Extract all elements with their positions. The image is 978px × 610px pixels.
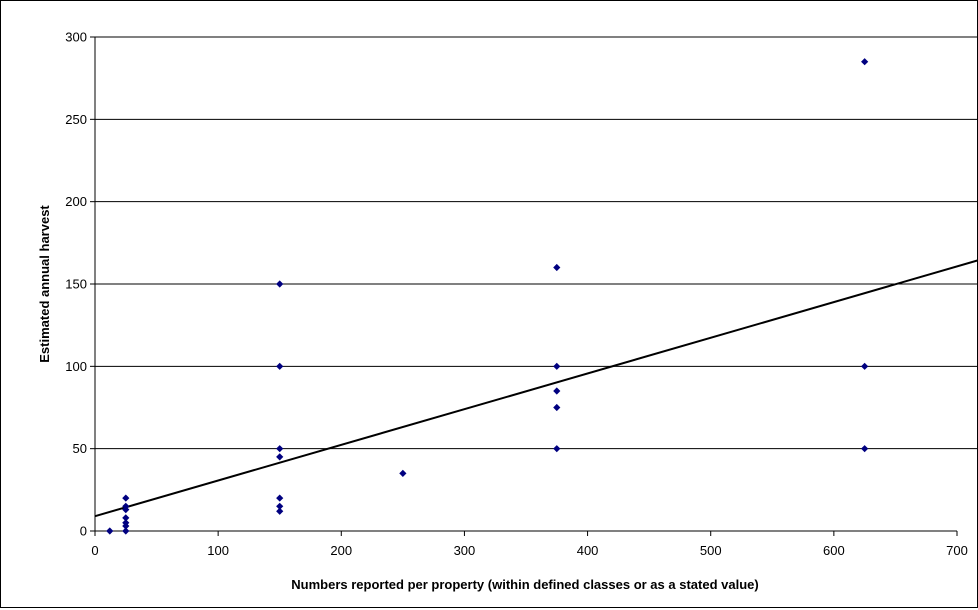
x-tick-label: 0 <box>91 543 98 558</box>
data-point <box>122 527 130 535</box>
trendline <box>94 259 978 518</box>
y-axis-title: Estimated annual harvest <box>37 205 52 363</box>
data-point <box>553 387 561 395</box>
data-point <box>122 494 130 502</box>
data-point <box>553 445 561 453</box>
y-tick-label: 100 <box>65 359 87 374</box>
data-point <box>276 280 284 288</box>
data-point <box>276 494 284 502</box>
data-point <box>122 514 130 522</box>
gridlines <box>95 36 977 450</box>
axes <box>90 36 958 536</box>
data-point <box>276 507 284 515</box>
tick-labels: 0 50 100 150 200 250 300 0 100 200 300 400 500 600 700 <box>65 30 968 559</box>
data-point <box>553 403 561 412</box>
data-points <box>106 58 869 535</box>
x-tick-label: 500 <box>700 543 722 558</box>
y-tick-label: 50 <box>73 441 87 456</box>
x-tick-label: 400 <box>577 543 599 558</box>
data-point <box>553 362 561 370</box>
x-tick-label: 100 <box>207 543 229 558</box>
x-axis-title: Numbers reported per property (within de… <box>291 577 758 592</box>
y-tick-label: 150 <box>65 277 87 292</box>
data-point <box>276 362 284 370</box>
data-point <box>553 263 561 272</box>
data-point <box>276 445 284 453</box>
y-tick-label: 300 <box>65 30 87 45</box>
x-tick-label: 300 <box>454 543 476 558</box>
x-tick-label: 600 <box>823 543 845 558</box>
y-tick-label: 0 <box>80 524 87 539</box>
data-point <box>122 505 130 514</box>
data-point <box>861 58 869 66</box>
data-point <box>276 453 284 461</box>
x-tick-label: 700 <box>946 543 968 558</box>
data-point <box>861 445 869 453</box>
y-tick-label: 250 <box>65 112 87 127</box>
y-tick-label: 200 <box>65 194 87 209</box>
data-point <box>106 527 114 535</box>
data-point <box>861 362 869 370</box>
data-point <box>122 522 130 530</box>
data-point <box>399 469 407 477</box>
trendline-group <box>94 259 978 518</box>
x-tick-label: 200 <box>330 543 352 558</box>
data-point <box>276 502 284 510</box>
